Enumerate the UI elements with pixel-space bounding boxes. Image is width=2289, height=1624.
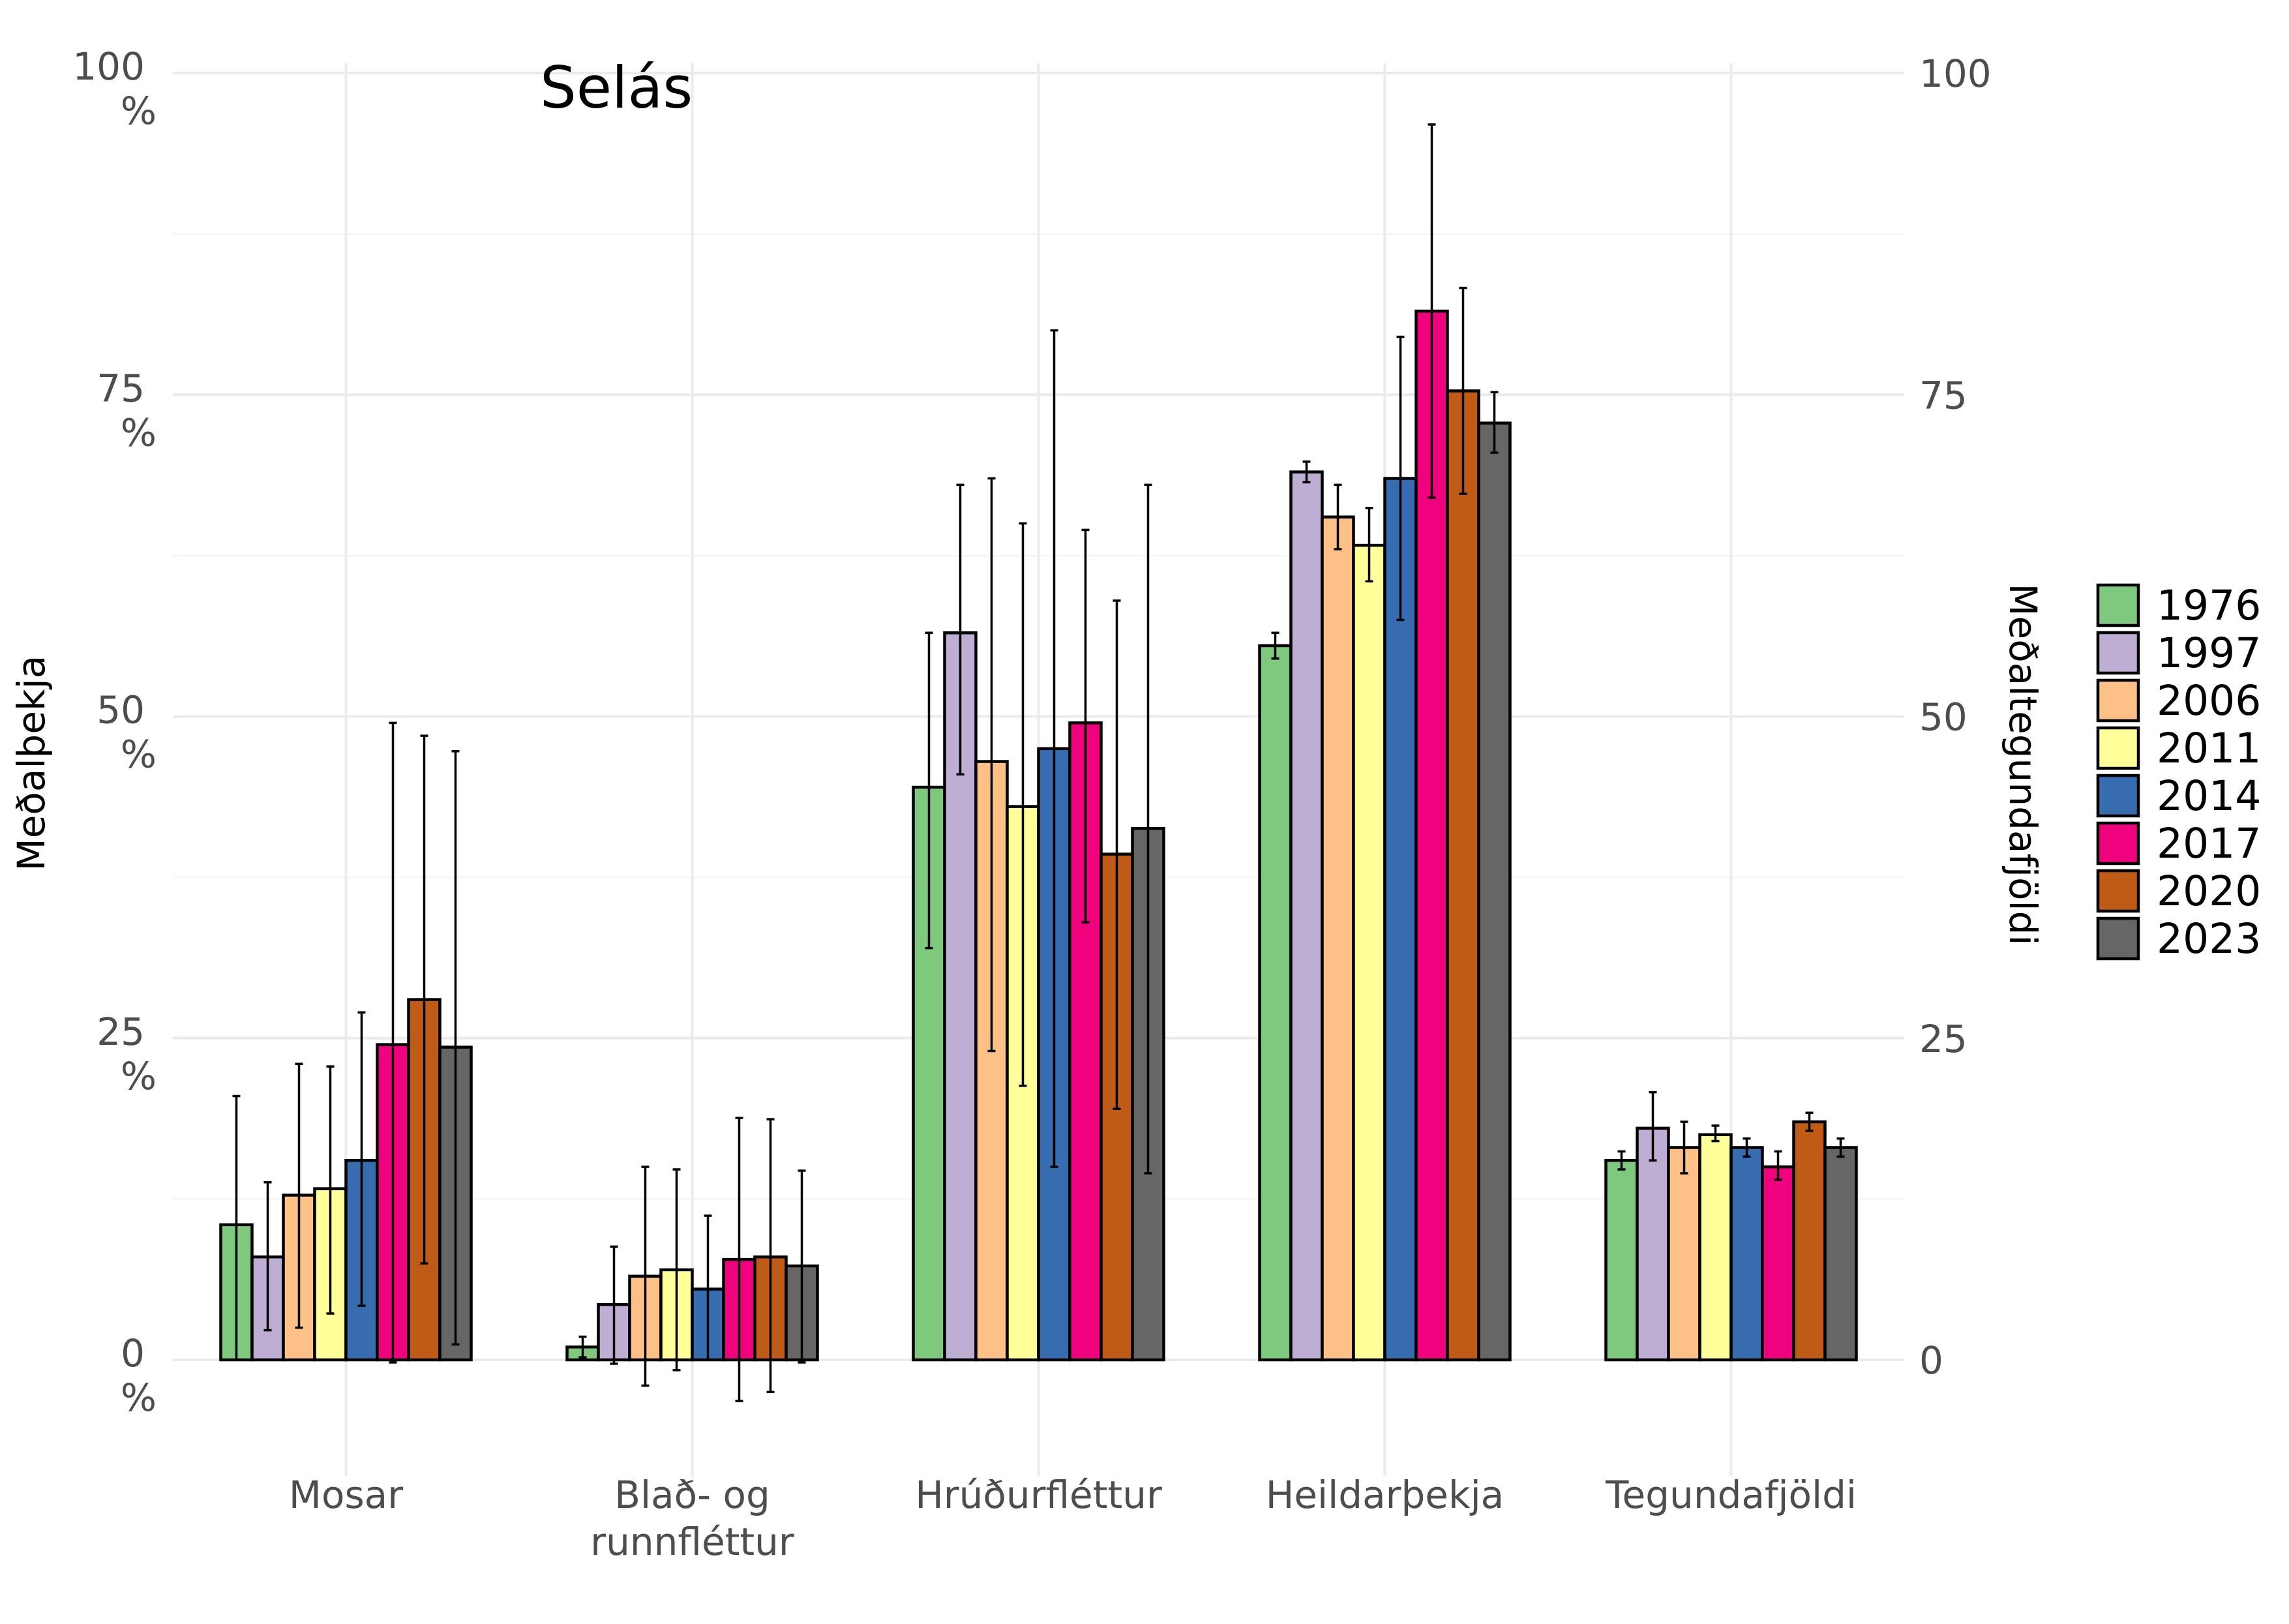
bar-2023 <box>1823 1146 1858 1362</box>
right-tick-label: 25 <box>1919 1017 1967 1061</box>
legend-key-2011 <box>2096 726 2140 770</box>
legend-key-2014 <box>2096 774 2140 818</box>
bar-2023 <box>1477 421 1512 1362</box>
bar-2006 <box>1321 515 1355 1362</box>
legend-label: 2006 <box>2157 677 2261 725</box>
bar-1976 <box>1258 644 1293 1362</box>
legend-key-1997 <box>2096 631 2140 675</box>
right-tick-label: 100 <box>1919 52 1992 96</box>
error-bars <box>232 123 1845 1402</box>
bar-2011 <box>1698 1133 1733 1362</box>
x-tick-label: Hrúðurfléttur <box>915 1473 1162 1517</box>
left-tick-percent: % <box>121 1376 157 1420</box>
left-axis-title: Meðalþekja <box>9 655 53 871</box>
legend-label: 2020 <box>2157 867 2261 915</box>
legend-key-2023 <box>2096 916 2140 961</box>
legend-key-2006 <box>2096 678 2140 723</box>
left-tick-percent: % <box>121 89 157 133</box>
legend-label: 1997 <box>2157 629 2261 677</box>
bar-2017 <box>1761 1165 1795 1362</box>
legend-key-2017 <box>2096 821 2140 865</box>
x-tick-label: Heildarþekja <box>1266 1473 1504 1517</box>
bar-1976 <box>1604 1158 1639 1362</box>
x-tick-label: Blað- og <box>614 1473 770 1517</box>
left-tick-label: 50 <box>97 688 145 732</box>
right-axis-ticks: 0 25 50 75 100 <box>1919 52 1992 1383</box>
bar-2014 <box>1729 1146 1764 1362</box>
bar-2006 <box>1667 1146 1701 1362</box>
right-tick-label: 0 <box>1919 1338 1943 1383</box>
legend-label: 2023 <box>2157 915 2261 963</box>
bar-2020 <box>1792 1120 1827 1362</box>
x-tick-label: Tegundafjöldi <box>1605 1473 1857 1517</box>
legend-label: 1976 <box>2157 582 2261 629</box>
right-tick-label: 50 <box>1919 695 1967 740</box>
left-tick-percent: % <box>121 1054 157 1098</box>
left-tick-label: 0 <box>121 1331 145 1376</box>
legend-label: 2017 <box>2157 820 2261 867</box>
legend-key-1976 <box>2096 583 2140 627</box>
left-tick-label: 100 <box>72 44 145 89</box>
bar-2020 <box>1446 389 1480 1362</box>
right-tick-label: 75 <box>1919 373 1967 417</box>
x-tick-label: runnfléttur <box>590 1520 794 1564</box>
legend-label: 2014 <box>2157 772 2261 820</box>
legend-label: 2011 <box>2157 725 2261 772</box>
bar-1997 <box>1636 1126 1670 1362</box>
chart-title: Selás <box>540 54 693 121</box>
bar-1997 <box>1289 470 1324 1362</box>
right-axis-title: Meðaltegundafjöldi <box>2001 583 2045 945</box>
x-tick-label: Mosar <box>289 1473 403 1517</box>
left-tick-percent: % <box>121 410 157 455</box>
left-tick-percent: % <box>121 732 157 777</box>
left-tick-label: 75 <box>97 366 145 410</box>
legend-key-2020 <box>2096 869 2140 913</box>
bar-2011 <box>1352 543 1386 1362</box>
left-tick-label: 25 <box>97 1010 145 1054</box>
left-axis-ticks: 0%25%50%75%100% <box>72 44 157 1420</box>
